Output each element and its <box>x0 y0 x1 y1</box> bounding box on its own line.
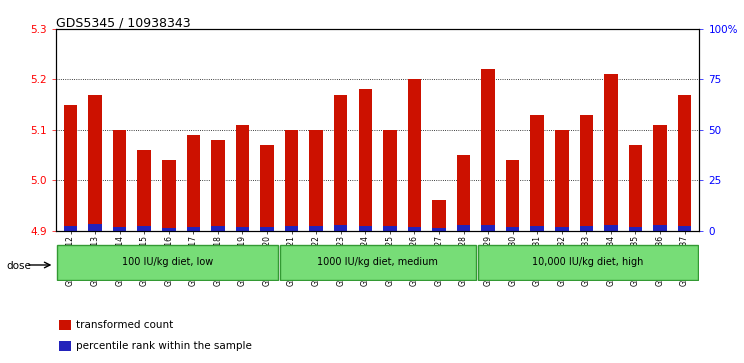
Bar <box>260 227 274 231</box>
Bar <box>457 225 470 231</box>
Bar <box>285 130 298 226</box>
Bar <box>64 227 77 231</box>
Bar <box>211 227 225 231</box>
Bar <box>138 226 151 231</box>
Bar <box>580 115 593 227</box>
Text: transformed count: transformed count <box>76 320 173 330</box>
Bar <box>678 226 691 231</box>
FancyBboxPatch shape <box>57 245 278 280</box>
Bar <box>653 125 667 225</box>
Bar <box>162 228 176 231</box>
FancyBboxPatch shape <box>280 245 475 280</box>
Bar <box>604 74 618 225</box>
Bar <box>432 228 446 231</box>
Bar <box>260 145 274 227</box>
Bar <box>211 140 225 227</box>
Bar <box>187 135 200 227</box>
Bar <box>310 130 323 226</box>
Text: GDS5345 / 10938343: GDS5345 / 10938343 <box>56 16 190 29</box>
Bar <box>359 89 372 226</box>
Bar <box>506 228 519 231</box>
Bar <box>481 225 495 231</box>
Bar <box>432 200 446 228</box>
Bar <box>89 224 102 231</box>
Bar <box>408 228 421 231</box>
Bar <box>113 228 126 231</box>
Bar <box>236 227 249 231</box>
Bar <box>60 341 71 351</box>
Text: percentile rank within the sample: percentile rank within the sample <box>76 341 251 351</box>
Bar <box>629 145 642 227</box>
Bar <box>236 125 249 227</box>
Bar <box>481 69 495 225</box>
Text: 100 IU/kg diet, low: 100 IU/kg diet, low <box>121 257 213 267</box>
Bar <box>383 130 397 227</box>
Text: 1000 IU/kg diet, medium: 1000 IU/kg diet, medium <box>317 257 438 267</box>
FancyBboxPatch shape <box>478 245 699 280</box>
Bar <box>60 320 71 330</box>
Bar <box>653 225 667 231</box>
Bar <box>555 130 568 227</box>
Bar <box>359 226 372 231</box>
Bar <box>383 227 397 231</box>
Bar <box>310 226 323 231</box>
Bar <box>285 226 298 231</box>
Bar <box>604 225 618 231</box>
Bar <box>138 150 151 226</box>
Bar <box>580 227 593 231</box>
Bar <box>187 227 200 231</box>
Bar <box>334 94 347 225</box>
Bar <box>678 94 691 226</box>
Bar <box>64 105 77 227</box>
Bar <box>530 226 544 231</box>
Bar <box>457 155 470 225</box>
Bar <box>334 225 347 231</box>
Bar <box>408 79 421 228</box>
Text: dose: dose <box>6 261 31 271</box>
Bar <box>629 227 642 231</box>
Bar <box>506 160 519 228</box>
Text: 10,000 IU/kg diet, high: 10,000 IU/kg diet, high <box>532 257 644 267</box>
Bar <box>162 160 176 228</box>
Bar <box>530 115 544 226</box>
Bar <box>555 227 568 231</box>
Bar <box>89 94 102 224</box>
Bar <box>113 130 126 228</box>
